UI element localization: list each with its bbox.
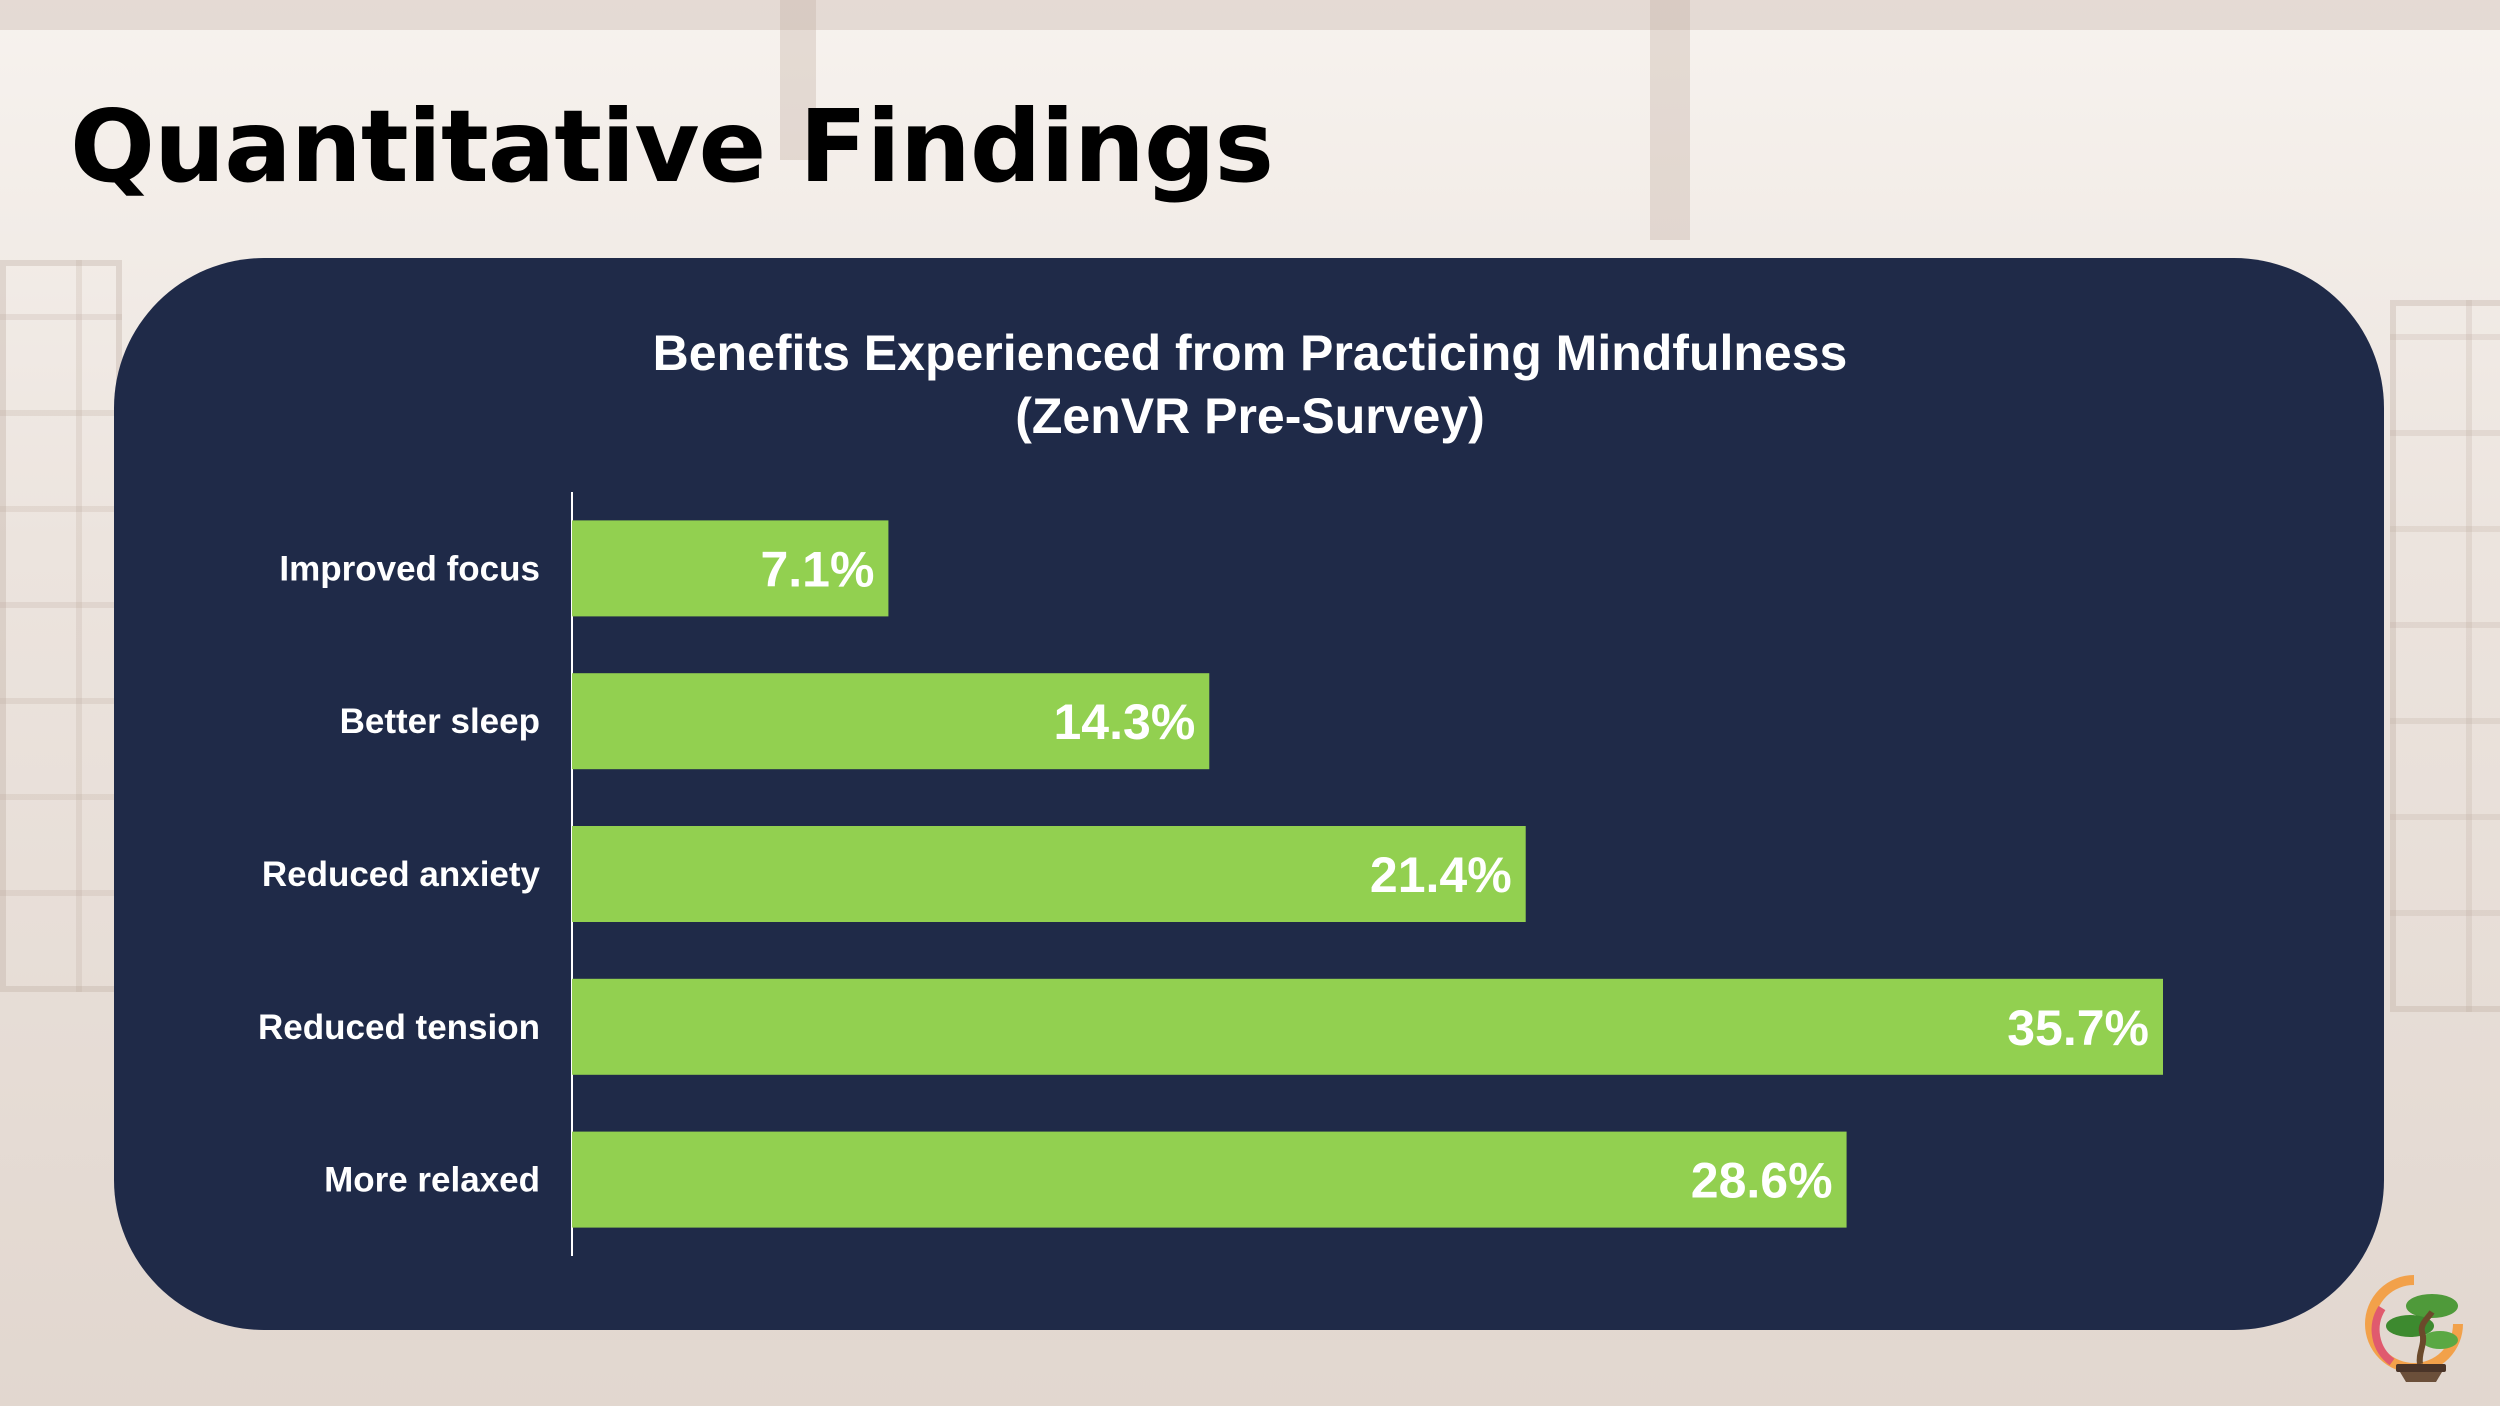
bar-reduced-tension: [572, 978, 2163, 1075]
bonsai-sunset-logo-icon: [2365, 1275, 2463, 1382]
bar-better-sleep: [572, 673, 1210, 770]
chart-title-line-1: Benefits Experienced from Practicing Min…: [652, 325, 1848, 381]
slide-title: Quantitative Findings: [70, 88, 1274, 205]
data-label: 35.7%: [2007, 1000, 2149, 1056]
ceiling-beam: [1650, 0, 1690, 240]
data-label: 7.1%: [760, 541, 874, 597]
chart-title-line-2: (ZenVR Pre-Survey): [1015, 388, 1485, 444]
data-label: 28.6%: [1691, 1153, 1833, 1209]
bar-reduced-anxiety: [572, 826, 1526, 922]
bars-group: Improved focus 7.1% Better sleep 14.3% Reduc…: [258, 520, 2163, 1228]
category-label: More relaxed: [324, 1161, 540, 1200]
background-window: [0, 260, 122, 992]
data-label: 14.3%: [1054, 694, 1196, 750]
category-label: Better sleep: [340, 702, 540, 741]
bar-more-relaxed: [572, 1131, 1847, 1228]
data-label: 21.4%: [1370, 847, 1512, 903]
background-window: [2390, 300, 2500, 1012]
category-label: Reduced tension: [258, 1008, 540, 1047]
ceiling-beam: [780, 0, 816, 160]
bar-improved-focus: [572, 520, 889, 617]
category-label: Reduced anxiety: [262, 855, 541, 894]
category-label: Improved focus: [279, 549, 540, 588]
ceiling-beam: [0, 0, 2500, 30]
